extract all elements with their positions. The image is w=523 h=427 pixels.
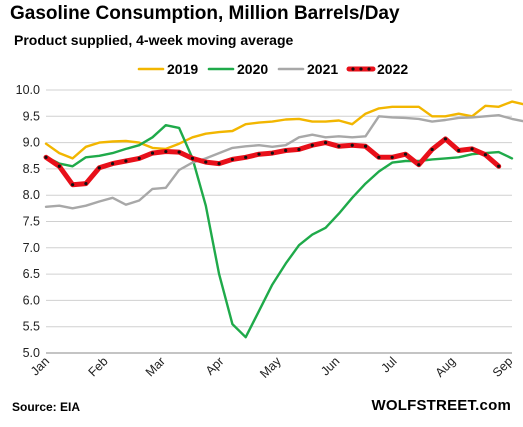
data-point-2022 [377, 155, 381, 159]
brand-logo-text: WOLFSTREET.com [371, 397, 511, 414]
data-point-2022 [457, 148, 461, 153]
plot-area [43, 100, 523, 339]
y-tick-label: 7.0 [23, 241, 40, 255]
data-point-2022 [417, 163, 421, 167]
data-point-2022 [204, 160, 208, 164]
data-point-2022 [177, 150, 181, 154]
legend-item-2022: 2022 [346, 61, 408, 77]
y-tick-label: 5.5 [23, 320, 40, 334]
data-point-2022 [71, 183, 75, 187]
legend-marker [367, 67, 371, 71]
x-tick-label: Apr [203, 354, 227, 378]
data-point-2022 [470, 147, 474, 151]
data-point-2022 [217, 162, 221, 166]
data-point-2022 [483, 153, 487, 157]
data-point-2022 [84, 182, 88, 186]
legend-label: 2019 [167, 61, 198, 77]
y-tick-label: 9.5 [23, 109, 40, 123]
legend-label: 2021 [307, 61, 338, 77]
legend-marker [351, 67, 355, 71]
x-tick-label: Feb [86, 354, 111, 379]
data-point-2022 [110, 162, 115, 166]
data-point-2022 [350, 143, 354, 147]
chart-title: Gasoline Consumption, Million Barrels/Da… [10, 3, 400, 24]
data-point-2022 [324, 141, 328, 145]
legend-label: 2022 [377, 61, 408, 77]
y-tick-label: 9.0 [23, 136, 40, 150]
data-point-2022 [244, 155, 248, 159]
data-point-2022 [150, 151, 155, 155]
y-tick-label: 6.0 [23, 293, 40, 307]
x-tick-label: May [257, 354, 284, 381]
data-point-2022 [44, 155, 48, 159]
legend-item-2021: 2021 [277, 61, 338, 77]
x-tick-label: Aug [433, 354, 459, 380]
y-tick-label: 5.0 [23, 346, 40, 360]
x-tick-label: Jun [318, 354, 342, 378]
gridlines [46, 89, 512, 354]
y-tick-label: 8.5 [23, 162, 40, 176]
data-point-2022 [124, 159, 128, 163]
data-point-2022 [137, 156, 141, 160]
y-tick-label: 10.0 [16, 83, 40, 97]
y-axis: 5.0 5.5 6.0 6.5 7.0 7.5 8.0 8.5 9.0 9.5 10.0 [16, 83, 40, 360]
x-tick-label: Jul [378, 354, 399, 375]
data-point-2022 [443, 137, 448, 141]
legend-label: 2020 [237, 61, 268, 77]
x-tick-label: Mar [143, 354, 168, 379]
x-axis: Jan Feb Mar Apr May Jun Jul Aug Sep [28, 352, 516, 381]
data-point-2022 [363, 144, 368, 148]
data-point-2022 [164, 149, 168, 154]
source-note: Source: EIA [12, 400, 81, 414]
data-point-2022 [337, 144, 341, 148]
legend-item-2020: 2020 [207, 61, 268, 77]
data-point-2022 [403, 152, 408, 156]
data-point-2022 [57, 164, 61, 168]
data-point-2022 [430, 147, 434, 152]
legend-marker [359, 67, 363, 71]
legend: 2019 2020 2021 2022 [137, 61, 408, 77]
series-line-2021 [44, 113, 523, 210]
series-line-2020 [44, 123, 514, 339]
data-point-2022 [257, 152, 261, 156]
y-tick-label: 7.5 [23, 215, 40, 229]
data-point-2022 [97, 166, 101, 170]
data-point-2022 [284, 148, 288, 153]
data-point-2022 [497, 164, 501, 168]
data-point-2022 [270, 151, 274, 155]
data-point-2022 [390, 155, 394, 159]
y-tick-label: 8.0 [23, 188, 40, 202]
chart-subtitle: Product supplied, 4-week moving average [14, 32, 294, 48]
data-point-2022 [310, 143, 314, 147]
legend-item-2019: 2019 [137, 61, 198, 77]
data-point-2022 [190, 156, 195, 160]
data-point-2022 [297, 147, 301, 152]
data-point-2022 [230, 157, 234, 162]
series-line-2019 [44, 100, 523, 160]
x-tick-label: Sep [490, 354, 516, 380]
y-tick-label: 6.5 [23, 267, 40, 281]
